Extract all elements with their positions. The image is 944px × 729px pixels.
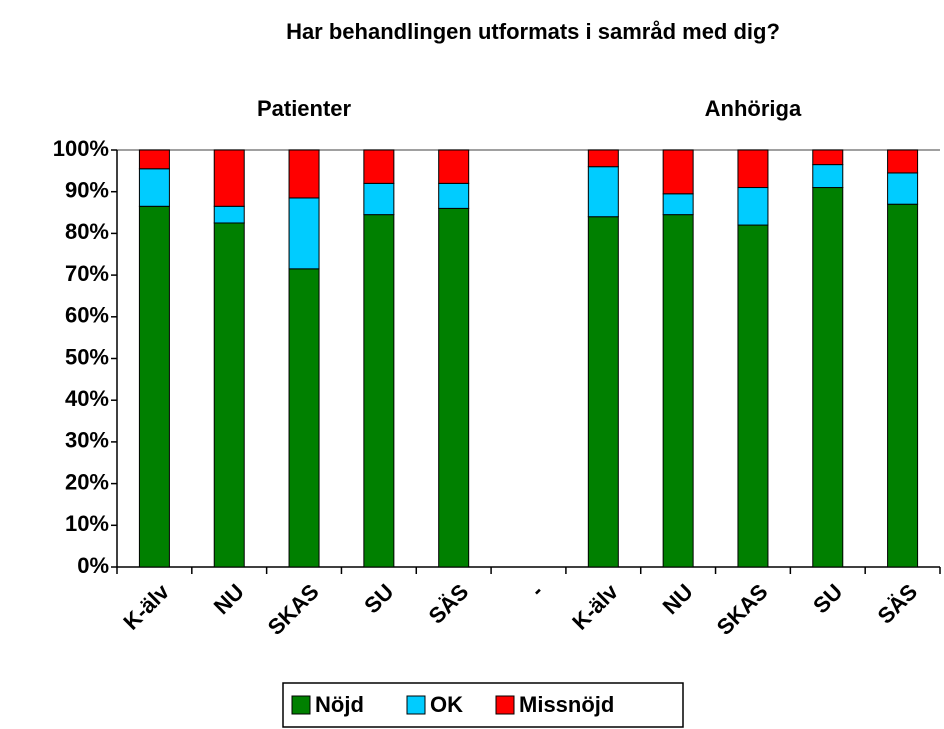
legend: Nöjd OK Missnöjd [282, 682, 684, 728]
bar-segment [138, 205, 170, 568]
x-tick-label: SÄS [873, 579, 923, 629]
bar-segment [662, 149, 694, 195]
x-tick-label: - [525, 579, 548, 602]
x-tick-label: SÄS [424, 579, 474, 629]
bar-segment [363, 149, 395, 184]
y-tick-label: 50% [65, 344, 109, 369]
bar-segment [363, 182, 395, 216]
bar-segment [138, 149, 170, 170]
bar-segment [587, 166, 619, 218]
legend-label: OK [430, 692, 463, 717]
bar-segment [812, 149, 844, 166]
chart-title: Har behandlingen utformats i samråd med … [286, 19, 780, 44]
bar-segment [438, 182, 470, 209]
bar-segment [363, 214, 395, 568]
bar-segment [662, 214, 694, 568]
bar-segment [887, 172, 919, 205]
y-tick-label: 30% [65, 428, 109, 453]
x-tick-label: SKAS [263, 579, 324, 640]
y-tick-label: 60% [65, 303, 109, 328]
bar-segment [737, 187, 769, 226]
legend-swatch [406, 695, 426, 715]
bar-segment [438, 207, 470, 568]
bar-segment [587, 149, 619, 168]
legend-label: Nöjd [315, 692, 364, 717]
x-tick-label: NU [209, 579, 249, 619]
y-tick-label: 40% [65, 386, 109, 411]
y-tick-label: 80% [65, 219, 109, 244]
x-tick-label: SU [359, 579, 398, 618]
bar-segment [812, 164, 844, 189]
x-tick-label: K-älv [567, 578, 623, 634]
bar-segment [213, 222, 245, 568]
bar-segment [438, 149, 470, 184]
y-tick-label: 70% [65, 261, 109, 286]
group-label: Patienter [257, 96, 352, 121]
x-tick-label: SU [808, 579, 847, 618]
legend-swatch [495, 695, 515, 715]
bar-segment [737, 149, 769, 189]
y-tick-label: 100% [53, 136, 109, 161]
bar-segment [887, 203, 919, 568]
y-tick-label: 0% [77, 553, 109, 578]
bar-segment [138, 168, 170, 207]
y-tick-label: 90% [65, 178, 109, 203]
y-tick-label: 20% [65, 469, 109, 494]
x-tick-label: K-älv [118, 578, 174, 634]
bar-segment [662, 193, 694, 216]
bar-segment [737, 224, 769, 568]
x-tick-label: NU [658, 579, 698, 619]
group-label: Anhöriga [705, 96, 802, 121]
bar-segment [288, 197, 320, 270]
legend-swatch [291, 695, 311, 715]
bar-segment [812, 187, 844, 568]
bar-segment [213, 149, 245, 207]
bar-segment [288, 149, 320, 199]
y-tick-label: 10% [65, 511, 109, 536]
x-tick-label: SKAS [712, 579, 773, 640]
bar-segment [587, 216, 619, 568]
bar-segment [887, 149, 919, 174]
bar-segment [288, 268, 320, 568]
legend-label: Missnöjd [519, 692, 614, 717]
bar-segment [213, 205, 245, 224]
legend-box [282, 682, 684, 728]
